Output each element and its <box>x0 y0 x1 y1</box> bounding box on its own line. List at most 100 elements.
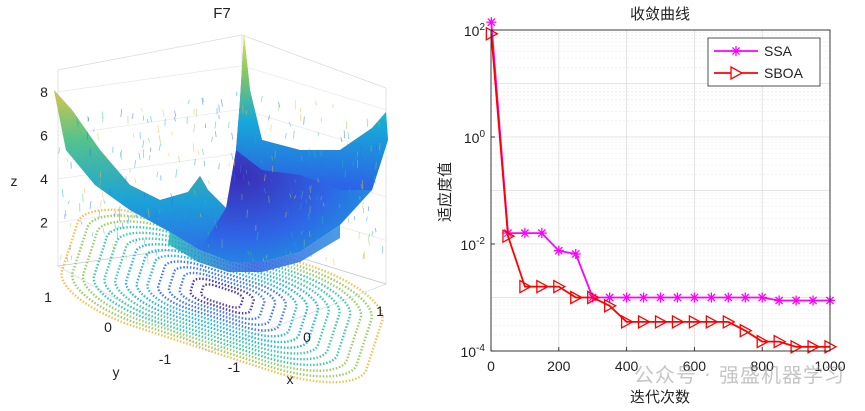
z-gridline <box>58 109 386 153</box>
surface-noise <box>100 200 101 206</box>
surface-noise <box>121 109 122 117</box>
surface-noise <box>203 98 204 102</box>
watermark: 公众号 · 强盛机器学习 <box>634 359 845 388</box>
surface-noise <box>364 251 365 259</box>
surface-noise <box>135 160 136 168</box>
surface-noise <box>84 188 85 194</box>
surface-noise <box>366 217 367 221</box>
surface-noise <box>147 119 148 122</box>
surface-noise <box>202 149 203 155</box>
surface-noise <box>372 231 373 236</box>
surface-noise <box>362 180 363 189</box>
legend-label: SSA <box>764 43 793 59</box>
surface-noise <box>144 240 145 245</box>
surface-noise <box>135 178 136 183</box>
surface-noise <box>104 199 105 204</box>
y-tick-label: 10-2 <box>461 236 486 253</box>
ssa-marker <box>791 295 801 305</box>
surface-noise <box>285 133 286 139</box>
surface-noise <box>132 212 133 219</box>
surface-noise <box>147 251 148 257</box>
z-axis-label: z <box>11 173 18 189</box>
surface-noise <box>344 130 345 138</box>
surface-noise <box>198 150 199 155</box>
surface-noise <box>81 220 82 224</box>
surface-noise <box>136 240 137 244</box>
surface-noise <box>334 259 335 265</box>
surface-noise <box>178 156 179 162</box>
surface-noise <box>270 124 271 130</box>
surface-noise <box>219 115 220 119</box>
surface-noise <box>321 118 322 122</box>
surface-noise <box>219 163 220 169</box>
surface-noise <box>294 131 295 139</box>
y-axis-label: 适应度值 <box>436 162 454 222</box>
surface-noise <box>151 116 152 122</box>
surface-noise <box>174 117 175 121</box>
surface-noise <box>122 223 123 229</box>
ssa-marker <box>672 293 682 303</box>
surface-noise <box>128 216 129 224</box>
surface-noise <box>194 159 195 165</box>
surface-noise <box>159 135 160 143</box>
ssa-marker <box>571 249 581 259</box>
surface-noise <box>228 122 229 128</box>
surface-noise <box>188 100 189 104</box>
y-tick-label: 100 <box>464 129 486 146</box>
x-tick-label: 200 <box>547 358 571 374</box>
surface-noise <box>193 143 194 152</box>
ssa-marker <box>757 293 767 303</box>
surface-noise <box>215 121 216 128</box>
surface-left-wall <box>54 90 226 250</box>
surface-noise <box>215 131 216 137</box>
x-tick-label: 1 <box>376 303 384 319</box>
legend-label: SBOA <box>764 65 804 81</box>
ssa-marker <box>723 293 733 303</box>
axes-box-edge <box>58 35 242 70</box>
ssa-marker <box>656 293 666 303</box>
surface-noise <box>219 105 220 112</box>
surface-noise <box>88 116 89 121</box>
surface-noise <box>90 201 91 209</box>
surface-noise <box>67 158 68 162</box>
surface-noise <box>159 144 160 151</box>
surface-noise <box>300 114 301 121</box>
contour-ring <box>189 275 256 316</box>
surface-noise <box>229 162 230 166</box>
surface-noise <box>204 161 205 167</box>
surface-noise <box>261 96 262 102</box>
x-tick-label: -1 <box>228 359 241 375</box>
surface-noise <box>121 150 122 157</box>
y-tick-label: 1 <box>44 289 52 305</box>
surface-noise <box>171 193 172 196</box>
x-axis-label: x <box>287 371 294 387</box>
surface-noise <box>115 222 116 229</box>
surface-noise <box>168 153 169 156</box>
z-tick-label: 2 <box>40 214 48 230</box>
surface-noise <box>348 131 349 139</box>
surface-noise <box>211 137 212 142</box>
surface-noise <box>368 206 369 211</box>
surface-noise <box>163 109 164 117</box>
surface-noise <box>348 217 349 223</box>
surface-noise <box>141 109 142 112</box>
ssa-marker <box>554 246 564 256</box>
ssa-marker <box>808 295 818 305</box>
z-tick-label: 4 <box>40 171 48 187</box>
surface-right-wall <box>236 35 388 190</box>
surface-title: F7 <box>213 5 231 22</box>
contour-ring <box>200 282 244 309</box>
y-tick-label: 102 <box>464 22 486 39</box>
y-tick-label: 0 <box>104 319 112 335</box>
ssa-marker <box>740 293 750 303</box>
surface-noise <box>315 101 316 105</box>
surface-noise <box>132 113 133 119</box>
ssa-marker <box>486 17 496 27</box>
surface-noise <box>221 99 222 106</box>
surface-noise <box>158 125 159 133</box>
surface-noise <box>59 147 60 154</box>
surface-noise <box>62 189 63 197</box>
surface-noise <box>375 228 376 232</box>
